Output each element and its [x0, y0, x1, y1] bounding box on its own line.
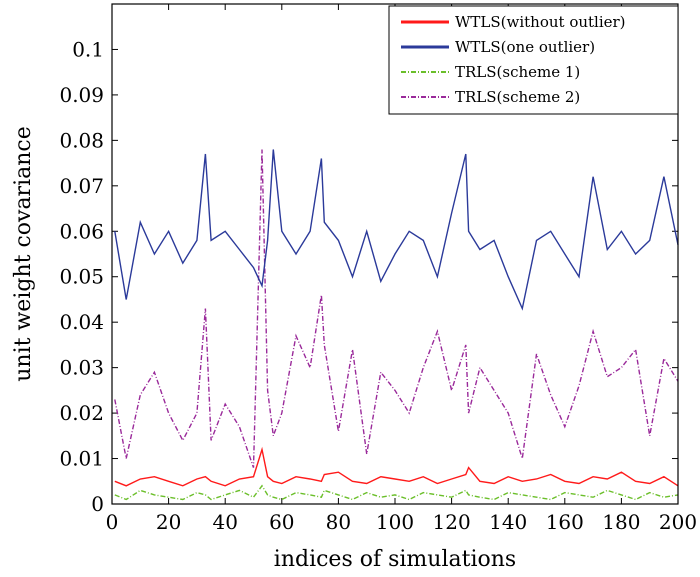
y-tick-label: 0.06	[59, 219, 104, 243]
y-tick-label: 0	[91, 492, 104, 516]
x-axis-label: indices of simulations	[274, 547, 516, 572]
y-tick-label: 0.05	[59, 265, 104, 289]
x-ticks: 0 20 40 60 80 100 120 140 160 180 200	[106, 4, 697, 534]
y-tick-label: 0.02	[59, 401, 104, 425]
legend-label: WTLS(without outlier)	[455, 13, 626, 31]
y-tick-label: 0.1	[72, 37, 104, 61]
series-line-2	[114, 149, 679, 311]
x-tick-label: 140	[489, 510, 527, 534]
series-line-3	[114, 484, 679, 501]
y-tick-label: 0.03	[59, 356, 104, 380]
y-tick-label: 0.04	[59, 310, 104, 334]
series-line-1	[114, 446, 679, 487]
x-tick-label: 120	[433, 510, 471, 534]
legend-box	[388, 5, 679, 115]
legend-label: TRLS(scheme 2)	[455, 88, 580, 106]
x-tick-label: 80	[326, 510, 351, 534]
y-tick-label: 0.08	[59, 128, 104, 152]
series-line-4	[114, 149, 679, 468]
x-tick-label: 40	[212, 510, 237, 534]
x-tick-label: 160	[546, 510, 584, 534]
y-ticks: 0 0.01 0.02 0.03 0.04 0.05 0.06 0.07 0.08 0.09 0.1	[59, 37, 678, 516]
x-tick-label: 0	[106, 510, 119, 534]
y-tick-label: 0.01	[59, 447, 104, 471]
y-tick-label: 0.09	[59, 83, 104, 107]
series-lines	[114, 149, 679, 501]
legend: WTLS(without outlier) WTLS(one outlier) TR…	[388, 5, 679, 115]
y-axis-label: unit weight covariance	[11, 126, 36, 381]
x-tick-label: 200	[659, 510, 697, 534]
x-tick-label: 60	[269, 510, 294, 534]
x-tick-label: 180	[602, 510, 640, 534]
x-tick-label: 100	[376, 510, 414, 534]
legend-label: TRLS(scheme 1)	[455, 63, 580, 81]
plot-frame	[111, 3, 679, 505]
legend-label: WTLS(one outlier)	[455, 38, 595, 56]
x-tick-label: 20	[156, 510, 181, 534]
y-tick-label: 0.07	[59, 174, 104, 198]
